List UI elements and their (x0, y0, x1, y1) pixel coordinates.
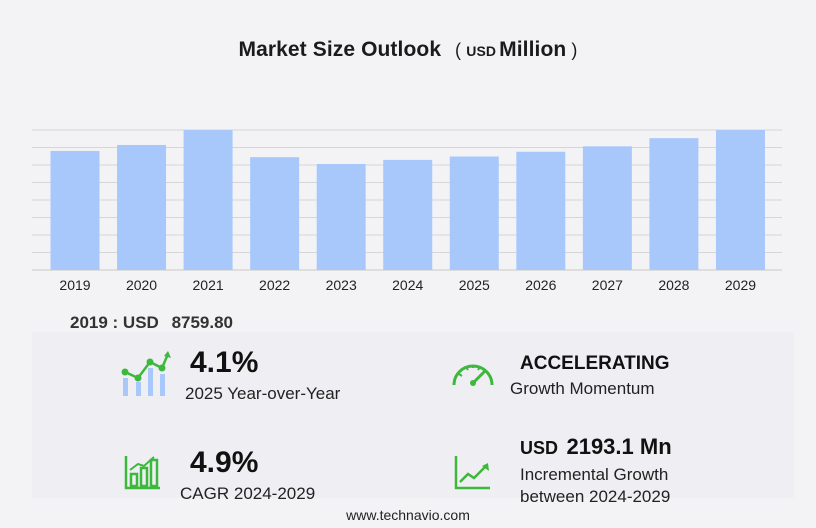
speedometer-icon (452, 364, 494, 386)
bar-line-growth-icon (121, 351, 171, 396)
momentum-label: Growth Momentum (510, 379, 655, 398)
footer-url: www.technavio.com (346, 507, 470, 523)
line-chart-growth-icon (454, 456, 490, 490)
stats-panel (32, 332, 794, 498)
base-year-label: 2019 : USD (70, 313, 159, 332)
incremental-amount: 2193.1 Mn (566, 434, 672, 459)
cagr-label-prefix: CAGR (180, 484, 230, 503)
base-year-value: 2019 : USD 8759.80 (70, 313, 233, 333)
bar-2020 (117, 144, 167, 270)
bar-2024 (383, 159, 433, 270)
bar-chart: 2019 2020 2021 2022 2023 2024 2025 2026 2027 2028… (32, 129, 782, 293)
bar-2027 (582, 146, 632, 270)
x-tick-label-2029: 2029 (725, 277, 756, 293)
x-tick-label-2021: 2021 (193, 277, 224, 293)
x-tick-label-2019: 2019 (59, 277, 90, 293)
unit-label: Million (499, 38, 567, 61)
incremental-value: USD 2193.1 Mn (520, 434, 672, 460)
incremental-currency: USD (520, 438, 559, 458)
chart-title: Market Size Outlook ( USD Million ) (0, 38, 816, 62)
x-tick-label-2022: 2022 (259, 277, 290, 293)
unit-prefix: USD (466, 43, 497, 59)
cagr-label-period: 2024-2029 (233, 484, 316, 503)
bar-2028 (649, 138, 699, 270)
bar-2025 (449, 156, 499, 270)
bar-chart-growth-icon (124, 456, 160, 490)
bar-2026 (516, 151, 566, 270)
yoy-label: 2025 Year-over-Year (185, 384, 341, 403)
x-tick-label-2028: 2028 (658, 277, 689, 293)
base-year-amount: 8759.80 (171, 313, 234, 332)
x-tick-label-2026: 2026 (525, 277, 556, 293)
x-tick-label-2025: 2025 (459, 277, 490, 293)
bar-2029 (715, 130, 765, 270)
chart-title-text: Market Size Outlook (238, 38, 442, 61)
bar-2022 (250, 157, 300, 270)
x-tick-label-2027: 2027 (592, 277, 623, 293)
yoy-value: 4.1% (190, 346, 259, 379)
momentum-value: ACCELERATING (520, 353, 670, 374)
x-tick-label-2024: 2024 (392, 277, 423, 293)
cagr-label: CAGR 2024-2029 (180, 484, 315, 504)
chart-title-unit: ( USD Million ) (455, 38, 578, 61)
x-tick-label-2020: 2020 (126, 277, 157, 293)
x-tick-label-2023: 2023 (326, 277, 357, 293)
incremental-label-line2: between 2024-2029 (520, 487, 671, 506)
bar-2021 (183, 130, 233, 270)
incremental-label-line1: Incremental Growth (520, 465, 669, 484)
cagr-value: 4.9% (190, 446, 259, 479)
bar-2023 (316, 163, 366, 270)
bar-2019 (50, 150, 100, 270)
